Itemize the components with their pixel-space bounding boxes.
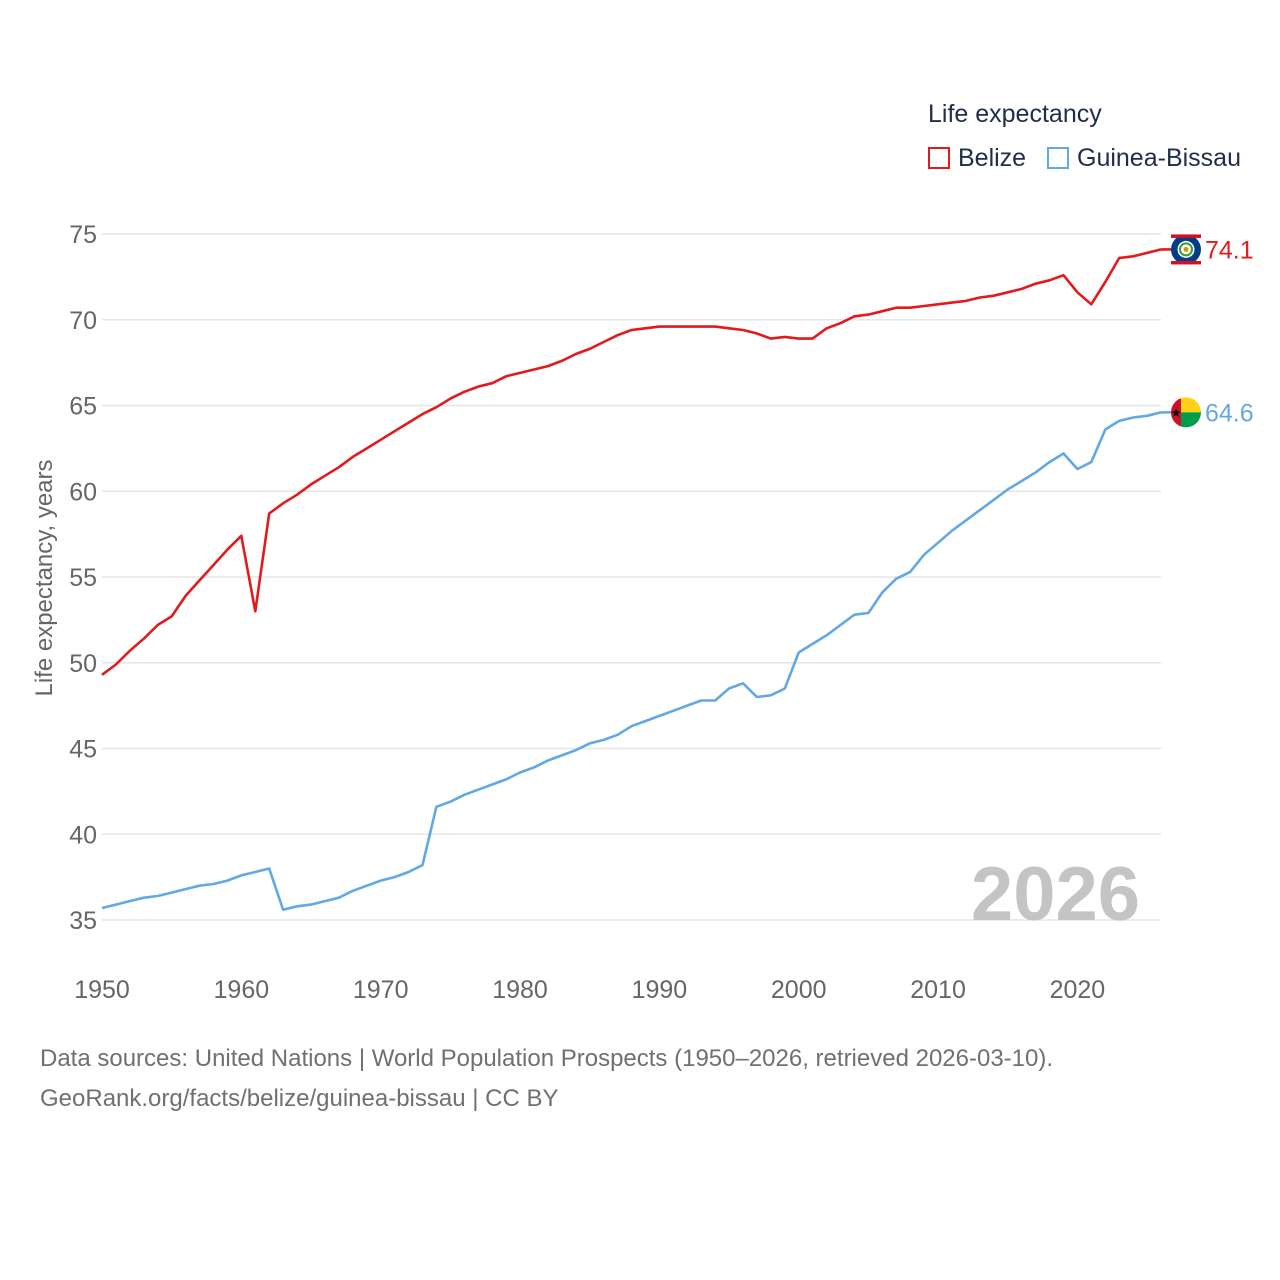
legend-label-belize: Belize [958, 143, 1027, 172]
x-tick-label-1960: 1960 [214, 976, 270, 1004]
x-tick-label-1970: 1970 [353, 976, 409, 1004]
series-line-belize [101, 248, 1162, 676]
x-tick-label-1950: 1950 [74, 976, 130, 1004]
y-tick-label-65: 65 [69, 393, 97, 421]
x-tick-label-1980: 1980 [492, 976, 548, 1004]
gridlines [102, 233, 1161, 921]
x-tick-label-2000: 2000 [771, 976, 827, 1004]
guinea-bissau-flag-icon [1171, 397, 1201, 428]
y-tick-label-75: 75 [69, 221, 97, 249]
x-tick-label-2010: 2010 [910, 976, 966, 1004]
legend-swatch-guinea-bissau [1047, 147, 1069, 169]
year-watermark: 2026 [971, 852, 1140, 937]
y-tick-label-45: 45 [69, 736, 97, 764]
legend-swatch-belize [928, 147, 950, 169]
series-end-markers: 74.1 64.6 [1161, 234, 1254, 427]
y-tick-label-70: 70 [69, 307, 97, 335]
x-axis-ticks: 1950 1960 1970 1980 1990 2000 2010 2020 [74, 976, 1105, 1004]
y-tick-label-50: 50 [69, 650, 97, 678]
series-lines [101, 248, 1162, 912]
x-tick-label-1990: 1990 [632, 976, 688, 1004]
y-tick-label-60: 60 [69, 478, 97, 506]
y-axis-ticks: 35 40 45 50 55 60 65 70 75 [69, 221, 97, 935]
legend-title: Life expectancy [928, 100, 1102, 128]
y-tick-label-35: 35 [69, 907, 97, 935]
belize-flag-icon [1171, 234, 1201, 265]
x-tick-label-2020: 2020 [1050, 976, 1106, 1004]
legend-label-guinea-bissau: Guinea-Bissau [1077, 143, 1241, 172]
source-text: Data sources: United Nations | World Pop… [40, 1045, 1054, 1072]
legend-item-guinea-bissau[interactable]: Guinea-Bissau [1047, 143, 1241, 173]
y-tick-label-40: 40 [69, 821, 97, 849]
series-end-label-belize: 74.1 [1205, 236, 1254, 264]
series-end-label-guinea-bissau: 64.6 [1205, 399, 1254, 427]
series-line-guinea-bissau [101, 411, 1162, 912]
legend-item-belize[interactable]: Belize [928, 143, 1026, 173]
credit-text[interactable]: GeoRank.org/facts/belize/guinea-bissau |… [40, 1085, 559, 1112]
y-axis-label: Life expectancy, years [31, 459, 58, 696]
y-tick-label-55: 55 [69, 564, 97, 592]
